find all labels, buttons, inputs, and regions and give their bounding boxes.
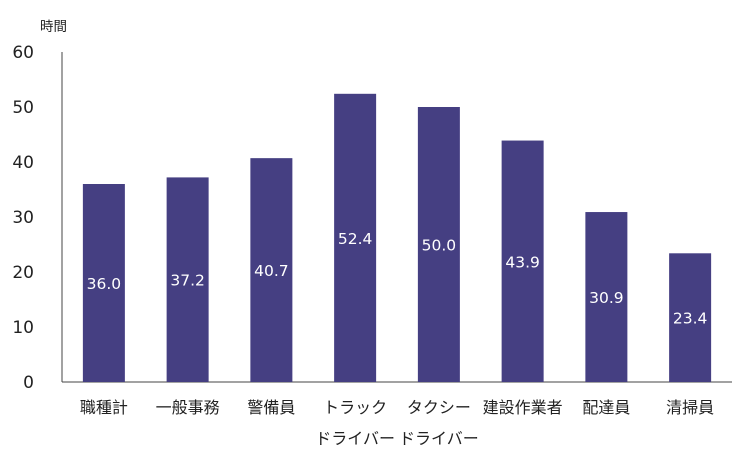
x-category-label: トラック <box>323 398 387 417</box>
x-category-label: タクシー <box>407 398 471 417</box>
bar <box>334 93 377 383</box>
y-tick-label: 0 <box>23 373 34 393</box>
bar-data-label: 43.9 <box>505 253 540 271</box>
bar <box>501 140 544 382</box>
x-category-label: 配達員 <box>582 398 630 417</box>
x-category-label: 一般事務 <box>156 398 220 417</box>
bars-group <box>82 93 712 383</box>
bar <box>585 212 628 382</box>
bar-data-label: 52.4 <box>338 230 373 248</box>
bar <box>166 177 209 382</box>
y-tick-label: 40 <box>12 153 34 173</box>
y-tick-label: 20 <box>12 263 34 283</box>
data-labels-group: 36.0 37.2 40.7 52.4 50.0 43.9 30.9 23.4 <box>87 230 708 328</box>
bar-data-label: 30.9 <box>589 289 624 307</box>
bar-data-label: 40.7 <box>254 262 289 280</box>
bar-data-label: 50.0 <box>422 237 457 255</box>
y-tick-label: 60 <box>12 43 34 63</box>
bar-data-label: 23.4 <box>673 310 708 328</box>
bar <box>669 253 712 382</box>
x-category-label: 警備員 <box>247 398 295 417</box>
x-category-label: 建設作業者 <box>483 398 563 417</box>
bar <box>250 158 293 382</box>
bar <box>82 184 125 382</box>
bar <box>417 107 460 382</box>
x-category-label: 職種計 <box>80 398 128 417</box>
bar-data-label: 36.0 <box>87 275 122 293</box>
x-category-label: 清掃員 <box>666 398 714 417</box>
y-tick-label: 10 <box>12 318 34 338</box>
bar-data-label: 37.2 <box>170 272 205 290</box>
x-axis-category-labels: 職種計 一般事務 警備員 トラック タクシー 建設作業者 配達員 清掃員 <box>80 398 714 417</box>
y-unit-label: 時間 <box>40 19 67 35</box>
x-category-sublabel: ドライバー <box>315 429 395 448</box>
y-tick-label: 50 <box>12 98 34 118</box>
x-category-sublabel: ドライバー <box>399 429 479 448</box>
x-axis-sublabels: ドライバー ドライバー <box>315 429 478 448</box>
y-tick-label: 30 <box>12 208 34 228</box>
y-axis-ticks: 0 10 20 30 40 50 60 <box>12 43 34 393</box>
